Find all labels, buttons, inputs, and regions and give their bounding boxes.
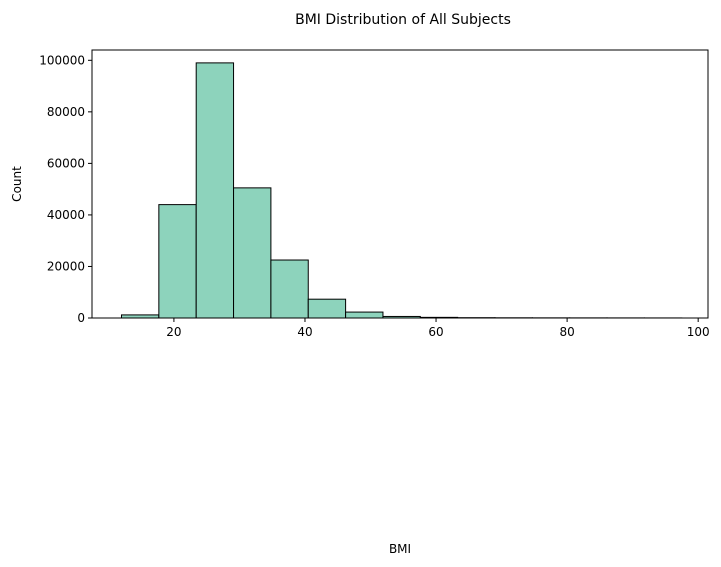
- y-axis-label: Count: [10, 166, 24, 202]
- y-tick-label: 80000: [47, 105, 85, 119]
- x-tick-label: 80: [559, 325, 574, 339]
- x-tick-label: 100: [687, 325, 710, 339]
- histogram-bar: [307, 298, 347, 319]
- plot-frame: [91, 49, 709, 319]
- y-tick-label: 0: [77, 311, 85, 325]
- histogram-bar: [270, 259, 309, 319]
- histogram-bars: [120, 62, 683, 319]
- x-tick-label: 40: [297, 325, 312, 339]
- histogram-bar: [233, 187, 272, 319]
- histogram-bar: [158, 204, 197, 319]
- x-axis-ticks: 20 40 60 80 100: [166, 318, 710, 339]
- x-axis-label: BMI: [389, 542, 411, 556]
- y-tick-label: 100000: [39, 53, 85, 67]
- y-tick-label: 40000: [47, 208, 85, 222]
- y-tick-label: 60000: [47, 156, 85, 170]
- x-tick-label: 60: [428, 325, 443, 339]
- y-tick-label: 20000: [47, 259, 85, 273]
- y-axis-ticks: 0 20000 40000 60000 80000 100000: [39, 53, 92, 325]
- histogram-bar: [195, 62, 235, 319]
- x-tick-label: 20: [166, 325, 181, 339]
- chart-title: BMI Distribution of All Subjects: [295, 12, 511, 28]
- histogram-bar: [345, 311, 384, 319]
